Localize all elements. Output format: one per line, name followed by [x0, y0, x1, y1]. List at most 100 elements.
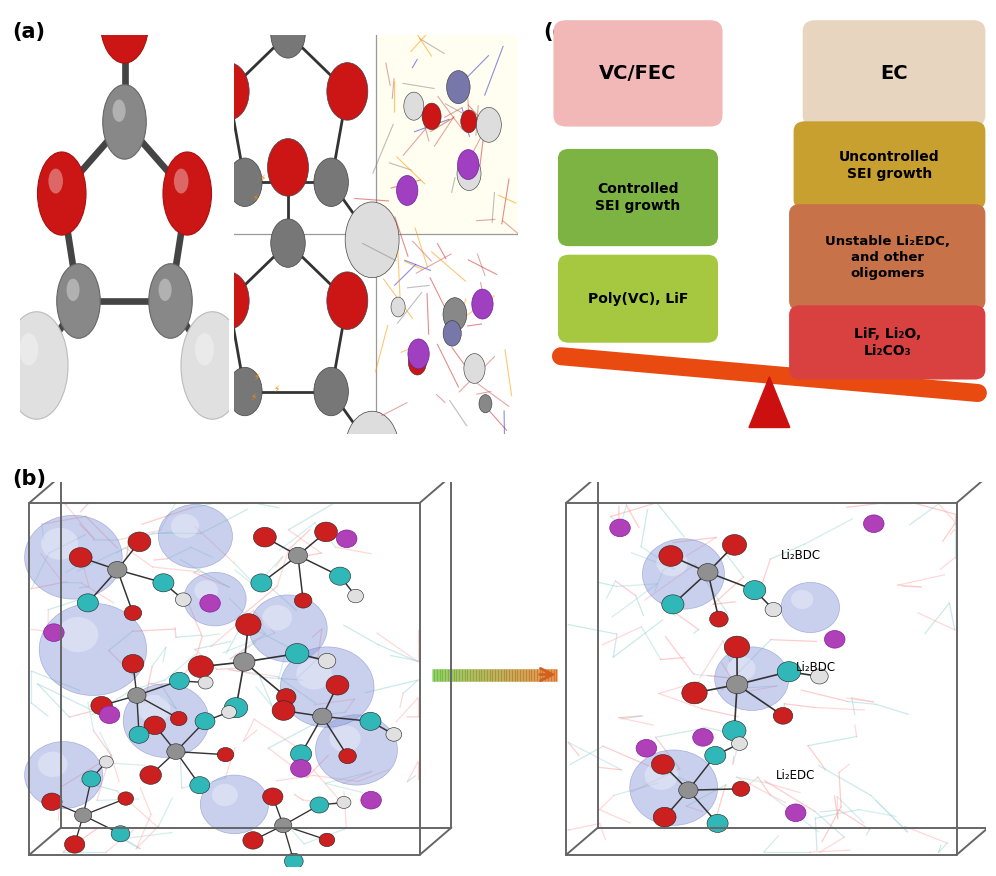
- Circle shape: [385, 728, 401, 741]
- Circle shape: [408, 350, 426, 375]
- Circle shape: [461, 110, 477, 132]
- Circle shape: [175, 593, 191, 606]
- Circle shape: [236, 614, 261, 635]
- Bar: [234, 235, 375, 434]
- Text: ⚡: ⚡: [252, 194, 259, 203]
- Circle shape: [19, 333, 38, 365]
- Circle shape: [249, 595, 327, 662]
- Circle shape: [41, 528, 79, 560]
- Text: Unstable Li₂EDC,
and other
oligomers: Unstable Li₂EDC, and other oligomers: [825, 235, 950, 279]
- Circle shape: [82, 771, 101, 787]
- Circle shape: [65, 836, 85, 853]
- Text: VC/FEC: VC/FEC: [600, 64, 676, 83]
- Circle shape: [44, 624, 64, 641]
- Circle shape: [285, 853, 303, 869]
- Circle shape: [208, 62, 249, 120]
- Circle shape: [262, 605, 292, 631]
- Circle shape: [346, 202, 399, 278]
- Circle shape: [457, 157, 481, 191]
- Circle shape: [825, 631, 845, 648]
- Circle shape: [337, 530, 357, 548]
- Text: ⚡: ⚡: [254, 373, 260, 382]
- Text: EC: EC: [880, 64, 907, 83]
- Circle shape: [198, 676, 213, 689]
- Circle shape: [726, 675, 748, 694]
- Circle shape: [224, 697, 248, 717]
- Circle shape: [228, 367, 262, 416]
- Circle shape: [221, 705, 236, 718]
- Circle shape: [360, 712, 381, 731]
- Circle shape: [715, 646, 789, 710]
- Circle shape: [314, 158, 349, 207]
- Circle shape: [38, 152, 86, 235]
- Circle shape: [190, 777, 210, 794]
- Circle shape: [124, 684, 209, 758]
- Circle shape: [39, 604, 146, 696]
- Circle shape: [661, 595, 684, 614]
- Circle shape: [228, 158, 262, 207]
- Circle shape: [208, 272, 249, 329]
- Circle shape: [642, 539, 724, 609]
- FancyBboxPatch shape: [789, 306, 985, 379]
- Circle shape: [170, 711, 187, 725]
- Circle shape: [295, 593, 312, 608]
- Circle shape: [610, 519, 630, 537]
- Circle shape: [5, 312, 68, 420]
- Circle shape: [722, 721, 746, 741]
- Text: Li₂EDC: Li₂EDC: [776, 768, 816, 781]
- Circle shape: [678, 782, 698, 798]
- Circle shape: [188, 656, 213, 677]
- Circle shape: [464, 354, 485, 384]
- Circle shape: [42, 793, 62, 810]
- Text: ⚡: ⚡: [259, 174, 266, 183]
- Circle shape: [709, 611, 728, 627]
- Circle shape: [339, 749, 357, 764]
- Circle shape: [396, 175, 418, 206]
- Circle shape: [101, 0, 148, 63]
- Circle shape: [744, 581, 766, 600]
- Circle shape: [658, 546, 683, 566]
- Circle shape: [158, 279, 171, 301]
- Text: ⚡: ⚡: [251, 393, 257, 402]
- Circle shape: [49, 168, 63, 194]
- FancyBboxPatch shape: [558, 255, 718, 343]
- Circle shape: [217, 747, 234, 762]
- FancyBboxPatch shape: [794, 121, 985, 209]
- Circle shape: [127, 688, 146, 703]
- Polygon shape: [749, 377, 790, 427]
- Circle shape: [38, 752, 68, 777]
- Circle shape: [422, 103, 441, 130]
- Circle shape: [697, 563, 718, 581]
- Circle shape: [777, 661, 801, 682]
- Circle shape: [291, 745, 312, 763]
- Circle shape: [313, 708, 332, 724]
- Text: (b): (b): [12, 469, 46, 489]
- Text: Uncontrolled
SEI growth: Uncontrolled SEI growth: [840, 150, 940, 181]
- Text: LiF, Li₂O,
Li₂CO₃: LiF, Li₂O, Li₂CO₃: [854, 327, 921, 358]
- Circle shape: [128, 532, 150, 552]
- Circle shape: [70, 548, 92, 568]
- Circle shape: [57, 264, 101, 338]
- Text: (c): (c): [543, 22, 575, 42]
- FancyBboxPatch shape: [803, 20, 985, 127]
- Text: Li₂BDC: Li₂BDC: [781, 549, 821, 562]
- Circle shape: [25, 742, 103, 809]
- Circle shape: [67, 279, 80, 301]
- FancyBboxPatch shape: [789, 204, 985, 311]
- Circle shape: [707, 815, 728, 832]
- Circle shape: [177, 411, 231, 487]
- Circle shape: [25, 515, 123, 599]
- Circle shape: [319, 833, 335, 846]
- Text: Li₂BDC: Li₂BDC: [796, 661, 836, 675]
- Circle shape: [330, 725, 361, 752]
- Circle shape: [268, 138, 309, 196]
- Circle shape: [75, 808, 92, 823]
- Circle shape: [112, 0, 125, 22]
- Circle shape: [78, 594, 99, 612]
- Circle shape: [327, 272, 368, 329]
- Circle shape: [653, 808, 676, 827]
- Circle shape: [91, 696, 113, 715]
- Circle shape: [174, 168, 188, 194]
- Circle shape: [791, 590, 814, 609]
- Circle shape: [181, 312, 244, 420]
